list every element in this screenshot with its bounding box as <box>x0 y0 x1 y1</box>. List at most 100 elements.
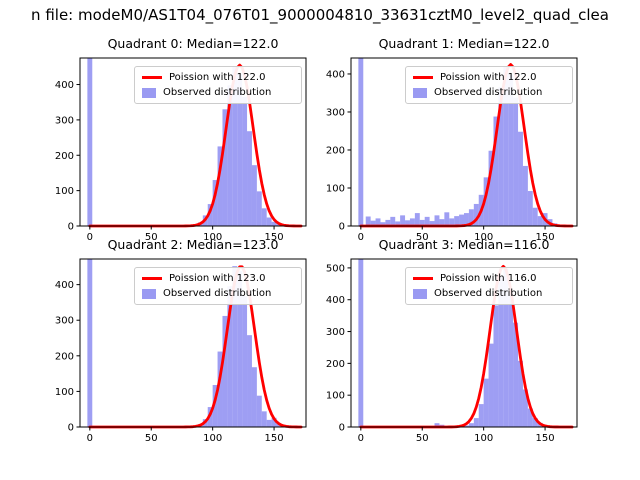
legend-label-poisson: Poission with 122.0 <box>169 72 266 83</box>
histogram-bar <box>276 423 282 427</box>
x-tick-label: 150 <box>265 232 284 243</box>
histogram-bar <box>237 73 243 226</box>
histogram-bar <box>434 423 440 427</box>
histogram-bar <box>459 214 464 226</box>
legend-label-poisson: Poission with 122.0 <box>440 72 537 83</box>
histogram-bar <box>207 204 213 226</box>
histogram-bar <box>464 425 469 427</box>
y-tick-label: 400 <box>326 295 345 306</box>
x-tick-label: 50 <box>145 433 158 444</box>
legend-label-observed: Observed distribution <box>434 87 543 98</box>
histogram-bar <box>380 222 386 226</box>
histogram-bar <box>527 408 533 427</box>
histogram-bar <box>227 286 233 427</box>
legend-quadrant-3: Poission with 116.0 Observed distributio… <box>405 267 573 305</box>
histogram-bar <box>217 351 223 427</box>
histogram-bar <box>222 315 228 427</box>
histogram-bars <box>358 259 548 427</box>
legend-item-poisson: Poission with 122.0 <box>413 72 565 83</box>
observed-patch-swatch <box>142 288 156 299</box>
histogram-bar <box>390 216 396 226</box>
histogram-bar <box>358 58 364 226</box>
axes-frame <box>79 258 307 428</box>
legend-item-observed: Observed distribution <box>142 87 294 98</box>
x-tick-label: 0 <box>87 232 93 243</box>
histogram-bar <box>419 219 425 226</box>
y-tick-label: 400 <box>55 80 74 91</box>
histogram-bar <box>527 191 533 226</box>
x-tick-label: 100 <box>474 433 493 444</box>
histogram-bar <box>493 305 499 427</box>
y-tick-label: 300 <box>326 107 345 118</box>
poisson-line-swatch <box>413 277 433 280</box>
poisson-line-swatch <box>142 76 162 79</box>
histogram-bar <box>483 378 489 427</box>
histogram-bar <box>375 218 381 226</box>
x-tick-label: 100 <box>203 433 222 444</box>
histogram-bar <box>385 219 391 226</box>
histogram-bar <box>513 97 519 226</box>
histogram-bar <box>409 218 415 226</box>
observed-patch-swatch <box>413 87 427 98</box>
plot-area-quadrant-3: 0 50 100 150 0 100 200 300 400 500 <box>326 258 578 444</box>
legend-label-observed: Observed distribution <box>163 288 272 299</box>
histogram-bar <box>400 215 406 226</box>
histogram-bar <box>212 180 218 226</box>
subplot-title-quadrant-0: Quadrant 0: Median=122.0 <box>107 36 279 51</box>
histogram-bar <box>464 213 469 226</box>
histogram-bar <box>518 131 523 226</box>
observed-patch-swatch <box>142 87 156 98</box>
histogram-bar <box>473 203 479 226</box>
histogram-bar <box>503 268 509 427</box>
histogram-bar <box>405 220 410 226</box>
y-tick-label: 0 <box>68 222 74 233</box>
y-tick-label: 100 <box>326 183 345 194</box>
y-tick-label: 300 <box>55 316 74 327</box>
y-tick-label: 200 <box>55 351 74 362</box>
histogram-bar <box>532 418 538 427</box>
legend-item-poisson: Poission with 123.0 <box>142 273 294 284</box>
legend-item-poisson: Poission with 116.0 <box>413 273 565 284</box>
histogram-bar <box>242 296 248 427</box>
figure-title: n file: modeM0/AS1T04_076T01_9000004810_… <box>31 6 609 24</box>
plot-area-quadrant-1: 0 50 100 150 0 100 200 300 400 <box>326 57 578 243</box>
legend-item-poisson: Poission with 122.0 <box>142 72 294 83</box>
histogram-bar <box>271 221 277 226</box>
legend-item-observed: Observed distribution <box>413 288 565 299</box>
histogram-bar <box>217 146 223 226</box>
histogram-bar <box>87 259 93 427</box>
axes-frame <box>79 57 307 227</box>
observed-patch-swatch <box>413 288 427 299</box>
legend-label-observed: Observed distribution <box>163 87 272 98</box>
histogram-bar <box>370 220 376 226</box>
legend-item-observed: Observed distribution <box>413 87 565 98</box>
legend-quadrant-0: Poission with 122.0 Observed distributio… <box>134 66 302 104</box>
histogram-bar <box>454 216 460 226</box>
y-tick-label: 200 <box>326 145 345 156</box>
histogram-bar <box>237 271 243 427</box>
histogram-bar <box>87 58 93 226</box>
histogram-bars <box>87 58 287 226</box>
x-tick-label: 0 <box>358 433 364 444</box>
histogram-bar <box>266 419 272 427</box>
plot-area-quadrant-2: 0 50 100 150 0 100 200 300 400 <box>55 258 307 444</box>
histogram-bar <box>251 165 257 226</box>
histogram-bar <box>473 418 479 427</box>
y-tick-label: 0 <box>339 423 345 434</box>
x-tick-label: 150 <box>536 433 555 444</box>
histogram-bar <box>358 259 364 427</box>
histogram-bar <box>522 389 528 427</box>
histogram-bar <box>518 360 523 427</box>
histogram-bar <box>256 191 262 226</box>
axes-frame <box>350 57 578 227</box>
histogram-bar <box>508 74 514 226</box>
subplot-title-quadrant-3: Quadrant 3: Median=116.0 <box>378 237 550 252</box>
histogram-bar <box>439 219 445 226</box>
x-tick-label: 50 <box>416 232 429 243</box>
histogram-bar <box>498 276 504 427</box>
histogram-bar <box>365 216 371 226</box>
legend-label-poisson: Poission with 123.0 <box>169 273 266 284</box>
y-tick-label: 300 <box>326 327 345 338</box>
x-tick-label: 0 <box>358 232 364 243</box>
histogram-bar <box>488 150 494 226</box>
